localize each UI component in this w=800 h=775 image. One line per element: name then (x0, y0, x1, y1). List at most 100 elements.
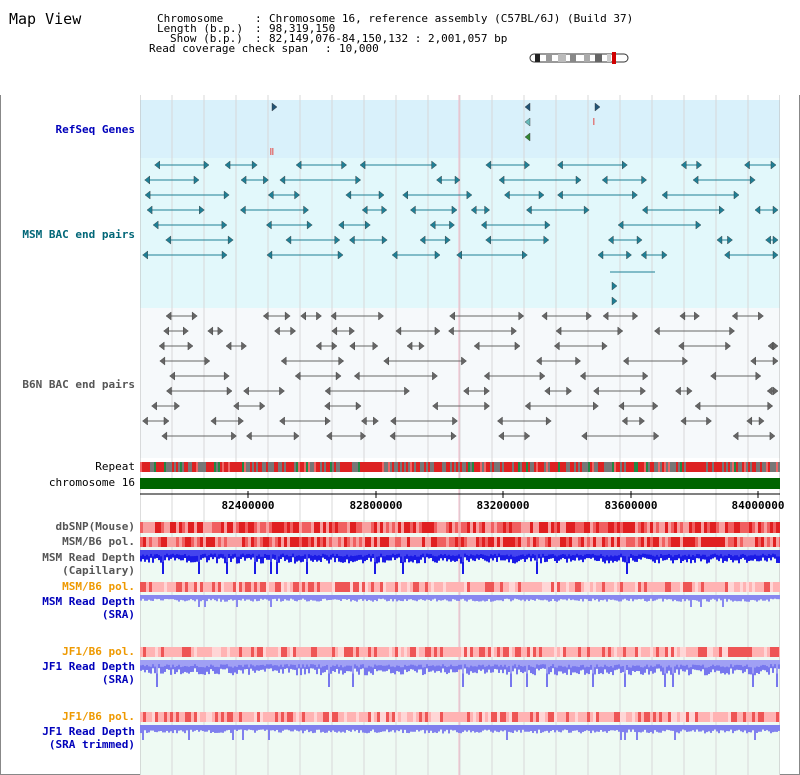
msm-b6-pol-strip (239, 537, 242, 547)
repeat-segment (540, 462, 542, 472)
msm-depth-sra-bar (402, 595, 404, 602)
msm-depth-sra-bar (400, 595, 402, 601)
msm-b6-pol-strip (476, 537, 479, 547)
jf1-b6-pol-strip (641, 647, 644, 657)
jf1-depth-bar (562, 660, 564, 667)
msm-depth-sra-bar (646, 595, 648, 602)
msm-bac-pair (772, 235, 779, 245)
label-jf1-depth-1[interactable]: JF1 Read Depth (42, 660, 135, 673)
msm-bac-pair (608, 235, 614, 245)
b6n-bac-pair (166, 386, 172, 396)
label-msm-depth-sra-1[interactable]: MSM Read Depth (42, 595, 135, 608)
chromosome-bar (140, 478, 780, 489)
b6n-bac-pair (593, 401, 599, 411)
msm-depth-sra-bar (418, 595, 420, 600)
label-msm-bac[interactable]: MSM BAC end pairs (22, 228, 135, 241)
jf1-b6-pol-strip (275, 647, 278, 657)
msm-depth-sra-bar (412, 595, 414, 601)
msm-bac-pair (152, 220, 159, 230)
jf1-depth-bar (400, 660, 402, 668)
msm-depth-cap-bar (666, 550, 668, 555)
jf1-depth-bar (610, 660, 612, 666)
msm-b6-pol-strip (758, 582, 761, 592)
label-jf1-depth-trim-1[interactable]: JF1 Read Depth (42, 725, 135, 738)
b6n-bac-pair (758, 311, 764, 321)
msm-b6-pol-strip (287, 537, 290, 547)
msm-bac-pair (636, 235, 643, 245)
jf1-b6-pol-strip (200, 712, 203, 722)
jf1-depth-bar (180, 660, 182, 668)
msm-b6-pol-strip (413, 537, 416, 547)
jf1-b6-pol-strip (695, 647, 698, 657)
jf1-depth-bar (232, 660, 234, 668)
b6n-bac-pair (187, 341, 194, 351)
jf1-depth-trim-bar (588, 725, 590, 731)
msm-bac-pair (295, 160, 302, 170)
msm-depth-cap-bar (594, 550, 596, 556)
msm-depth-sra-bar (254, 595, 256, 600)
jf1-b6-pol-strip (176, 647, 179, 657)
jf1-b6-pol-strip (404, 712, 407, 722)
repeat-segment (702, 462, 704, 472)
msm-depth-cap-bar (778, 550, 780, 557)
dbsnp-strip (734, 522, 737, 533)
msm-depth-cap-bar (758, 550, 760, 556)
jf1-b6-pol-strip (629, 712, 632, 722)
msm-depth-cap-bar (440, 550, 442, 555)
msm-depth-sra-bar (452, 595, 454, 600)
msm-depth-cap-bar (330, 550, 332, 555)
label-b6n-bac[interactable]: B6N BAC end pairs (22, 378, 135, 391)
repeat-segment (338, 462, 340, 472)
b6n-bac-pair (518, 311, 525, 321)
msm-b6-pol-strip (647, 582, 650, 592)
msm-depth-sra-bar (602, 595, 604, 601)
label-msm-depth-cap-1[interactable]: MSM Read Depth (42, 551, 135, 564)
msm-b6-pol-strip (332, 537, 335, 547)
jf1-b6-pol-strip (365, 647, 368, 657)
label-dbsnp[interactable]: dbSNP(Mouse) (55, 520, 135, 533)
jf1-depth-trim-bar (702, 725, 704, 731)
b6n-bac-pair (452, 416, 458, 426)
jf1-b6-pol-strip (287, 712, 290, 722)
jf1-depth-bar (232, 660, 234, 676)
msm-b6-pol-strip (191, 537, 194, 547)
chromosome-ideogram[interactable] (528, 52, 630, 64)
msm-depth-sra-bar (638, 595, 640, 600)
dbsnp-strip (368, 522, 371, 533)
msm-depth-cap-bar (288, 550, 290, 557)
label-jf1-b6-pol[interactable]: JF1/B6 pol. (62, 645, 135, 658)
label-refseq[interactable]: RefSeq Genes (55, 123, 135, 136)
jf1-depth-trim-bar (364, 725, 366, 733)
msm-b6-pol-strip (749, 537, 752, 547)
jf1-b6-pol-strip (530, 647, 533, 657)
jf1-b6-pol-strip (533, 647, 536, 657)
jf1-depth-trim-bar (558, 725, 560, 732)
jf1-b6-pol-strip (443, 647, 446, 657)
msm-bac-pair (661, 190, 668, 200)
msm-b6-pol-strip (197, 582, 200, 592)
jf1-b6-pol-strip (509, 712, 512, 722)
label-jf1-b6-pol-2[interactable]: JF1/B6 pol. (62, 710, 135, 723)
msm-b6-pol-strip (575, 582, 578, 592)
jf1-depth-trim-bar (172, 725, 174, 734)
msm-b6-pol-strip (638, 537, 641, 547)
jf1-depth-trim-bar (516, 725, 518, 732)
jf1-b6-pol-strip (356, 647, 359, 657)
repeat-segment (230, 462, 232, 472)
repeat-segment (362, 462, 364, 472)
msm-b6-pol-strip (500, 537, 503, 547)
jf1-b6-pol-strip (155, 712, 158, 722)
b6n-bac-pair (524, 401, 531, 411)
label-msm-b6-pol[interactable]: MSM/B6 pol. (62, 535, 135, 548)
label-msm-b6-pol-2[interactable]: MSM/B6 pol. (62, 580, 135, 593)
repeat-segment (386, 462, 388, 472)
msm-b6-pol-strip (227, 582, 230, 592)
b6n-bac-pair (575, 356, 581, 366)
jf1-depth-trim-bar (700, 725, 702, 732)
jf1-b6-pol-strip (755, 712, 758, 722)
jf1-depth-bar (746, 660, 748, 665)
msm-depth-sra-bar (354, 595, 356, 601)
msm-b6-pol-strip (395, 582, 398, 592)
b6n-bac-pair (284, 311, 291, 321)
msm-depth-cap-bar (618, 550, 620, 556)
